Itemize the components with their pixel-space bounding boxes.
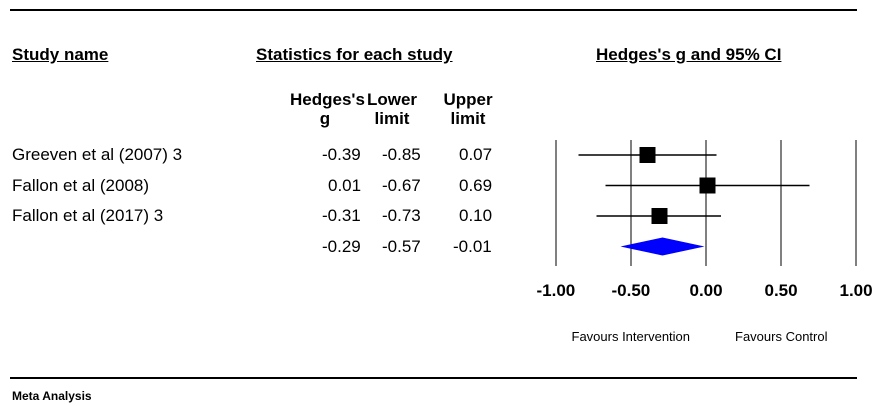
columns-title: Statistics for each study	[256, 45, 453, 64]
categories-title: Study name	[12, 45, 109, 64]
x-tick-label: -1.00	[536, 281, 576, 300]
stat-value: -0.85	[382, 145, 421, 164]
stat-value: -0.73	[382, 206, 421, 225]
x-label-left: Favours Intervention	[571, 329, 691, 344]
effect-marker	[699, 177, 716, 194]
summary-diamond	[620, 237, 705, 256]
study-name: Greeven et al (2007) 3	[12, 145, 183, 164]
plot-title: Hedges's g and 95% CI	[596, 45, 782, 64]
x-tick-label: 0.00	[689, 281, 723, 300]
column-header: Hedges's g	[290, 90, 365, 128]
column-header: Upper limit	[443, 90, 493, 128]
stat-value: -0.01	[453, 236, 492, 256]
study-name: Fallon et al (2008)	[12, 175, 150, 195]
x-tick-label: 1.00	[839, 281, 873, 300]
stat-value: 0.01	[328, 175, 362, 195]
stat-value: 0.07	[459, 145, 493, 164]
stat-value: -0.39	[322, 145, 361, 164]
stat-value: 0.69	[459, 175, 493, 195]
study-name: Fallon et al (2017) 3	[12, 206, 164, 225]
stat-value: -0.29	[322, 236, 361, 256]
footer: Meta Analysis	[12, 389, 92, 403]
column-header: Lower limit	[366, 90, 418, 128]
x-label-right: Favours Control	[735, 329, 828, 344]
stat-value: -0.57	[382, 236, 421, 256]
stat-value: -0.67	[382, 175, 421, 195]
effect-marker	[639, 147, 656, 163]
effect-marker	[651, 208, 668, 224]
stat-value: 0.10	[459, 206, 493, 225]
stat-value: -0.31	[322, 206, 361, 225]
x-tick-label: -0.50	[611, 281, 651, 300]
x-tick-label: 0.50	[764, 281, 798, 300]
